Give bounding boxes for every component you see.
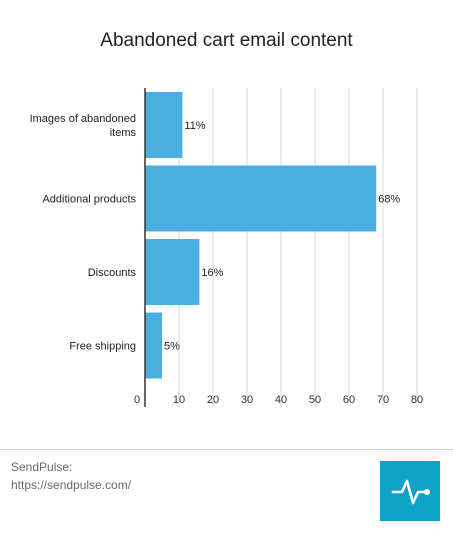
source-credit: SendPulse: https://sendpulse.com/	[11, 458, 131, 494]
data-label: 16%	[201, 267, 223, 279]
category-label: items	[110, 127, 137, 139]
category-label: Images of abandoned	[30, 113, 136, 125]
x-tick-label: 30	[241, 394, 253, 406]
source-url[interactable]: https://sendpulse.com/	[11, 478, 132, 492]
category-label: Discounts	[88, 267, 137, 279]
x-tick-label: 20	[207, 394, 219, 406]
data-label: 68%	[378, 194, 400, 206]
x-tick-label: 40	[275, 394, 287, 406]
bar	[145, 165, 377, 232]
chart-title: Abandoned cart email content	[100, 30, 353, 51]
x-tick-label: 0	[134, 394, 140, 406]
category-label: Free shipping	[69, 341, 136, 353]
x-tick-label: 70	[377, 394, 389, 406]
source-name: SendPulse:	[11, 460, 73, 474]
x-tick-label: 60	[343, 394, 355, 406]
bar	[145, 92, 183, 158]
bar-chart: 11% Images of abandoned items 68% Additional…	[30, 88, 423, 407]
x-tick-label: 50	[309, 394, 321, 406]
footer-divider	[0, 449, 453, 450]
data-label: 11%	[184, 120, 205, 132]
data-label: 5%	[164, 341, 180, 353]
bar	[145, 239, 200, 305]
x-tick-label: 10	[173, 394, 185, 406]
x-tick-label: 80	[411, 394, 423, 406]
sendpulse-logo	[380, 461, 440, 521]
bar	[145, 312, 162, 379]
pulse-icon	[391, 479, 430, 505]
category-label: Additional products	[42, 194, 136, 206]
